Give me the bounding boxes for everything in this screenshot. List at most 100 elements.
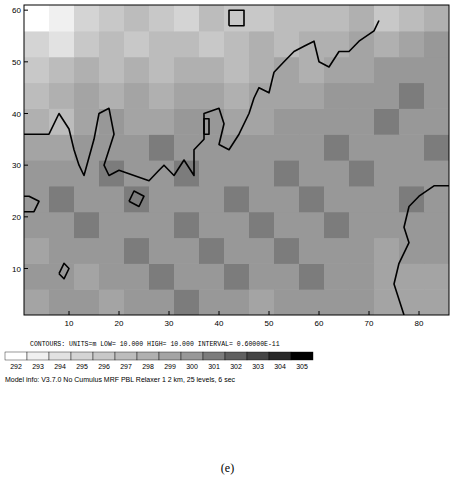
heat-cell — [24, 31, 50, 57]
heat-cell — [274, 83, 300, 109]
heat-cell — [299, 108, 325, 134]
heat-cell — [274, 31, 300, 57]
heat-cell — [124, 83, 150, 109]
colorbar-box — [5, 352, 27, 360]
heat-cell — [424, 5, 449, 31]
heat-cell — [49, 83, 75, 109]
heat-cell — [174, 263, 200, 289]
heat-cell — [349, 160, 375, 186]
heat-cell — [199, 238, 225, 264]
heat-cell — [149, 263, 175, 289]
heat-cell — [349, 134, 375, 160]
colorbar-label: 298 — [142, 363, 154, 370]
heat-cell — [224, 5, 250, 31]
y-tick-label: 20 — [12, 213, 21, 222]
heat-cell — [299, 238, 325, 264]
colorbar-label: 303 — [252, 363, 264, 370]
y-tick-label: 40 — [12, 110, 21, 119]
contour-line — [204, 119, 209, 135]
heat-cell — [99, 263, 125, 289]
heat-cell — [24, 108, 50, 134]
heat-cell — [199, 57, 225, 83]
y-tick-label: 50 — [12, 58, 21, 67]
heat-cell — [99, 238, 125, 264]
heat-cell — [274, 212, 300, 238]
heat-cell — [299, 57, 325, 83]
y-tick — [24, 165, 28, 166]
heat-cell — [74, 263, 100, 289]
panel-label: (e) — [221, 461, 234, 475]
contour-line — [394, 186, 449, 315]
contour-line — [24, 21, 379, 181]
heat-cell — [424, 31, 449, 57]
model-info: Model info: V3.7.0 No Cumulus MRF PBL Re… — [5, 376, 236, 383]
colorbar-box — [159, 352, 181, 360]
contour-line — [229, 10, 244, 26]
heat-cell — [249, 238, 275, 264]
heat-cell — [199, 160, 225, 186]
heat-cell — [49, 31, 75, 57]
heat-cell — [24, 289, 50, 315]
colorbar-box — [291, 352, 313, 360]
colorbar-label: 304 — [274, 363, 286, 370]
heat-cell — [174, 5, 200, 31]
heat-cell — [424, 108, 449, 134]
heat-cell — [374, 5, 400, 31]
x-tick — [269, 311, 270, 315]
y-tick — [24, 113, 28, 114]
heat-cell — [24, 160, 50, 186]
heat-cell — [224, 212, 250, 238]
heat-cell — [24, 134, 50, 160]
colorbar-box — [247, 352, 269, 360]
heat-cell — [74, 238, 100, 264]
heat-cell — [124, 108, 150, 134]
plot-frame — [24, 5, 449, 315]
heat-cell — [174, 83, 200, 109]
colorbar-label: 305 — [296, 363, 308, 370]
heat-cell — [49, 238, 75, 264]
colorbar-label: 301 — [208, 363, 220, 370]
heat-cell — [74, 5, 100, 31]
heat-cell — [374, 57, 400, 83]
heat-cell — [24, 212, 50, 238]
heat-cell — [24, 57, 50, 83]
heat-cell — [49, 57, 75, 83]
heat-cell — [74, 31, 100, 57]
heat-cell — [174, 31, 200, 57]
heat-cell — [399, 134, 425, 160]
heat-cell — [399, 238, 425, 264]
x-tick-label: 60 — [315, 319, 324, 328]
heat-cell — [49, 263, 75, 289]
heat-cell — [274, 238, 300, 264]
heat-cell — [224, 83, 250, 109]
heat-cell — [249, 31, 275, 57]
heat-cell — [349, 186, 375, 212]
heat-cell — [374, 108, 400, 134]
heat-cell — [199, 263, 225, 289]
heat-cell — [299, 263, 325, 289]
heat-cell — [424, 160, 449, 186]
heat-cell — [74, 212, 100, 238]
heat-cell — [399, 212, 425, 238]
heat-cell — [149, 31, 175, 57]
heat-cell — [299, 212, 325, 238]
y-tick-label: 60 — [12, 6, 21, 15]
heat-cell — [124, 5, 150, 31]
heat-cell — [324, 263, 350, 289]
heat-cell — [274, 108, 300, 134]
colorbar-label: 296 — [98, 363, 110, 370]
heat-cell — [199, 5, 225, 31]
heat-cell — [49, 5, 75, 31]
colorbar-box — [137, 352, 159, 360]
heat-cell — [299, 134, 325, 160]
heat-cell — [99, 5, 125, 31]
heat-cell — [349, 108, 375, 134]
heat-cell — [274, 5, 300, 31]
heat-cell — [224, 31, 250, 57]
heat-cell — [74, 186, 100, 212]
heat-cell — [399, 57, 425, 83]
x-tick-label: 30 — [165, 319, 174, 328]
colorbar-label: 294 — [54, 363, 66, 370]
x-tick — [319, 311, 320, 315]
heat-cell — [274, 263, 300, 289]
